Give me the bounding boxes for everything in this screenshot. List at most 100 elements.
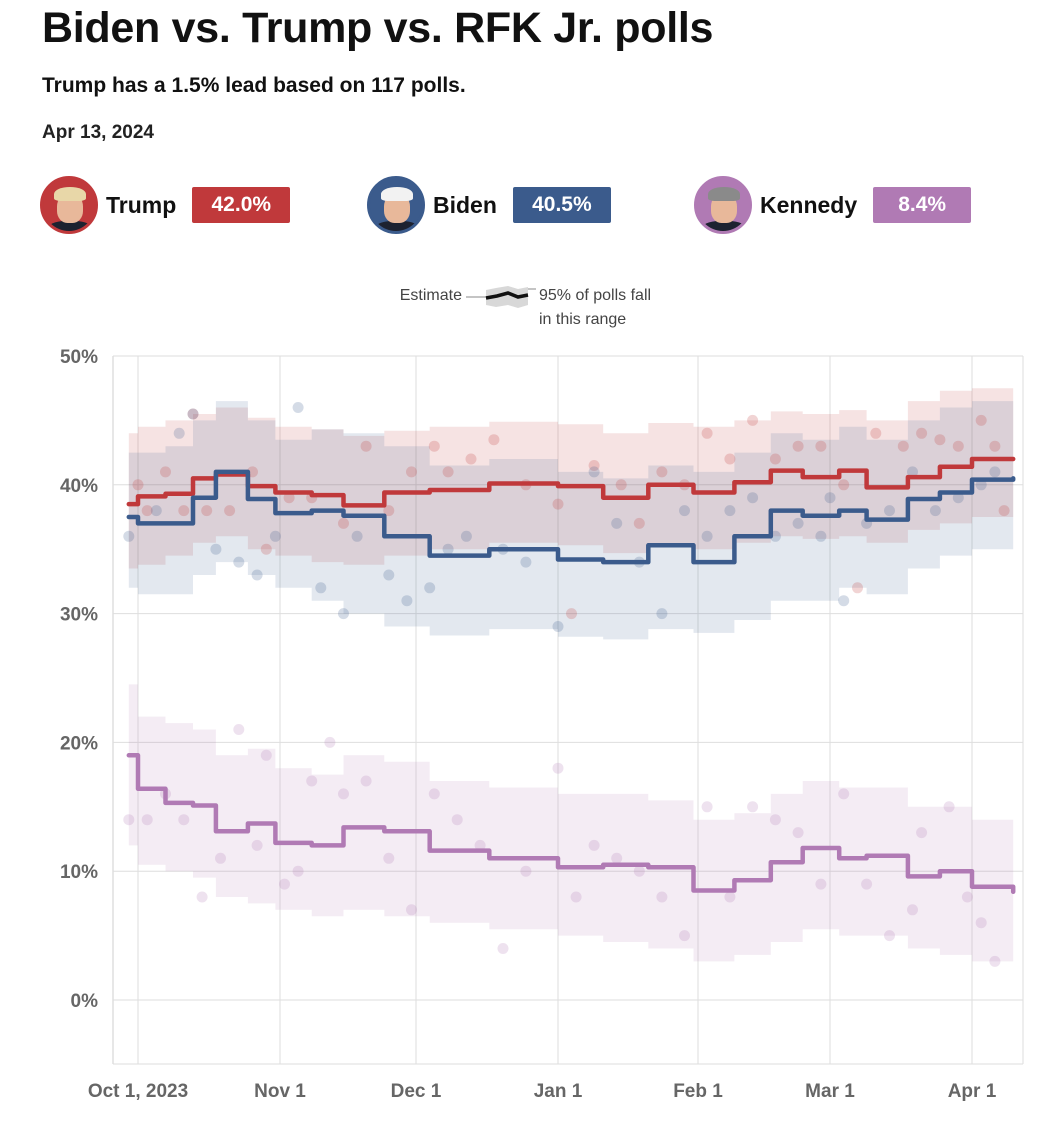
trump-poll-dot [633, 517, 645, 529]
biden-poll-dot [150, 505, 162, 517]
biden-poll-dot [884, 505, 895, 517]
trump-poll-dot [792, 440, 804, 452]
trump-poll-dot [224, 505, 236, 517]
biden-poll-dot [269, 530, 281, 542]
trump-poll-dot [615, 479, 627, 491]
kennedy-poll-dot [141, 814, 153, 826]
y-tick-label: 50% [60, 347, 98, 368]
trump-poll-dot [656, 466, 668, 478]
biden-poll-dot [173, 427, 185, 439]
kennedy-poll-dot [747, 801, 759, 813]
biden-poll-dot [952, 492, 964, 504]
biden-value-badge: 40.5% [512, 187, 611, 223]
kennedy-poll-dot [916, 827, 928, 839]
y-tick-label: 30% [60, 605, 98, 626]
trump-poll-dot [338, 517, 349, 529]
biden-poll-dot [989, 466, 1001, 478]
kennedy-poll-dot [769, 814, 781, 826]
kennedy-poll-dot [724, 891, 736, 903]
kennedy-poll-dot [838, 788, 850, 800]
trump-poll-dot [428, 440, 440, 452]
kennedy-poll-dot [324, 736, 336, 748]
candidate-trump: Trump 42.0% [40, 174, 291, 236]
biden-name: Biden [433, 191, 497, 218]
biden-poll-dot [520, 556, 532, 568]
biden-poll-dot [656, 608, 668, 620]
biden-poll-dot [460, 530, 472, 542]
kennedy-poll-dot [656, 891, 668, 903]
lead-summary: Trump has a 1.5% lead based on 117 polls… [42, 74, 466, 97]
kennedy-poll-dot [196, 891, 208, 903]
kennedy-poll-dot [943, 801, 955, 813]
kennedy-poll-dot [383, 852, 395, 864]
biden-poll-dot [679, 505, 690, 517]
trump-poll-dot [934, 434, 946, 446]
trump-poll-dot [488, 434, 500, 446]
kennedy-poll-dot [907, 904, 918, 916]
kennedy-poll-dot [360, 775, 372, 787]
y-tick-label: 10% [60, 862, 98, 883]
trump-poll-dot [989, 440, 1001, 452]
y-tick-label: 40% [60, 476, 98, 497]
biden-poll-dot [424, 582, 436, 594]
biden-poll-dot [251, 569, 263, 581]
trump-poll-dot [975, 414, 987, 426]
kennedy-poll-dot [975, 917, 987, 929]
kennedy-poll-dot [474, 839, 486, 851]
x-tick-label: Oct 1, 2023 [88, 1081, 188, 1102]
kennedy-poll-dot [884, 930, 895, 942]
biden-poll-dot [792, 517, 804, 529]
biden-estimate-line [126, 469, 1016, 565]
kennedy-poll-dot [406, 904, 417, 916]
trump-poll-dot [552, 498, 564, 510]
biden-poll-dot [824, 492, 836, 504]
legend-range-swatch [486, 286, 528, 308]
trump-poll-dot [187, 408, 199, 420]
trump-poll-dot [283, 492, 295, 504]
trump-poll-dot [952, 440, 964, 452]
trump-poll-dot [588, 460, 600, 471]
candidate-biden: Biden 40.5% [367, 174, 611, 236]
biden-poll-dot [611, 517, 623, 529]
trump-poll-dot [998, 505, 1010, 517]
biden-poll-dot [187, 408, 199, 420]
trump-poll-dot [769, 453, 781, 465]
y-tick-label: 20% [60, 733, 98, 754]
trump-poll-dot [178, 505, 190, 517]
trump-range-band [128, 388, 1014, 569]
x-tick-label: Mar 1 [805, 1081, 855, 1102]
biden-poll-dot [815, 530, 827, 542]
biden-poll-dot [338, 608, 349, 620]
trump-poll-dot [260, 543, 272, 555]
trump-poll-dot [852, 582, 863, 594]
trump-poll-dot [701, 427, 713, 439]
trump-poll-dot [383, 505, 395, 517]
trump-poll-dot [838, 479, 850, 491]
trump-poll-dot [160, 466, 171, 478]
kennedy-name: Kennedy [760, 191, 858, 218]
x-tick-label: Feb 1 [673, 1081, 723, 1102]
kennedy-poll-dot [338, 788, 349, 800]
trump-poll-dot [442, 466, 454, 478]
biden-poll-dot [383, 569, 395, 581]
trump-poll-dot [747, 414, 759, 426]
trump-poll-dot [201, 505, 213, 517]
kennedy-poll-dot [961, 891, 973, 903]
legend-range-label-line1: 95% of polls fall [539, 287, 651, 304]
kennedy-poll-dot [233, 724, 245, 735]
kennedy-poll-dot [611, 852, 623, 864]
biden-poll-dot [442, 543, 454, 555]
x-tick-label: Nov 1 [254, 1081, 306, 1102]
x-tick-label: Dec 1 [391, 1081, 442, 1102]
trump-avatar [40, 176, 98, 234]
kennedy-poll-dot [815, 878, 827, 890]
kennedy-poll-dot [588, 839, 600, 851]
biden-poll-dot [701, 530, 713, 542]
biden-range-band [128, 401, 1014, 640]
biden-poll-dot [838, 595, 850, 607]
kennedy-poll-dot [428, 788, 440, 800]
biden-poll-dot [233, 556, 245, 568]
kennedy-poll-dot [497, 943, 509, 954]
trump-poll-dot [566, 608, 577, 620]
